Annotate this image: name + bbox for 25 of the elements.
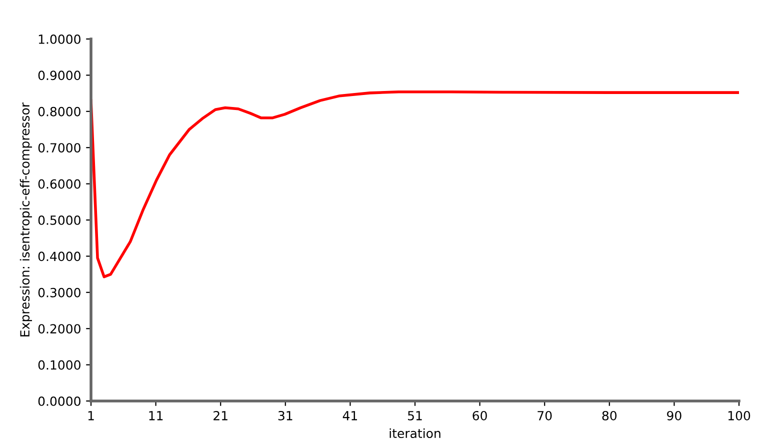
y-tick-label: 0.4000 [38,252,80,262]
y-tick-label: 0.7000 [38,143,80,153]
y-tick-label: 1.0000 [38,34,80,44]
y-tick-label: 0.2000 [38,324,80,334]
y-tick-label: 0.5000 [38,215,80,225]
y-tick-label: 0.0000 [38,396,80,406]
x-tick-label: 100 [728,410,750,420]
x-tick-label: 1 [88,411,94,420]
x-tick-label: 21 [214,410,228,420]
x-axis-title: iteration [390,428,440,438]
x-tick-label: 80 [602,410,617,420]
line-series [91,90,739,278]
y-tick-label: 0.9000 [38,70,80,80]
y-tick-label: 0.3000 [38,288,80,298]
x-tick-label: 60 [472,410,487,420]
y-tick-label: 0.8000 [38,106,80,116]
x-tick-label: 11 [149,411,163,420]
x-tick-label: 90 [667,410,682,420]
x-tick-label: 51 [408,411,422,420]
y-axis-title: Expression: isentropic-eff-compressor [20,102,32,336]
y-tick-label: 0.6000 [38,179,80,189]
x-tick-label: 70 [538,410,552,420]
x-tick-label: 31 [278,410,292,420]
y-tick-label: 0.1000 [38,360,80,370]
x-tick-label: 41 [342,411,357,420]
